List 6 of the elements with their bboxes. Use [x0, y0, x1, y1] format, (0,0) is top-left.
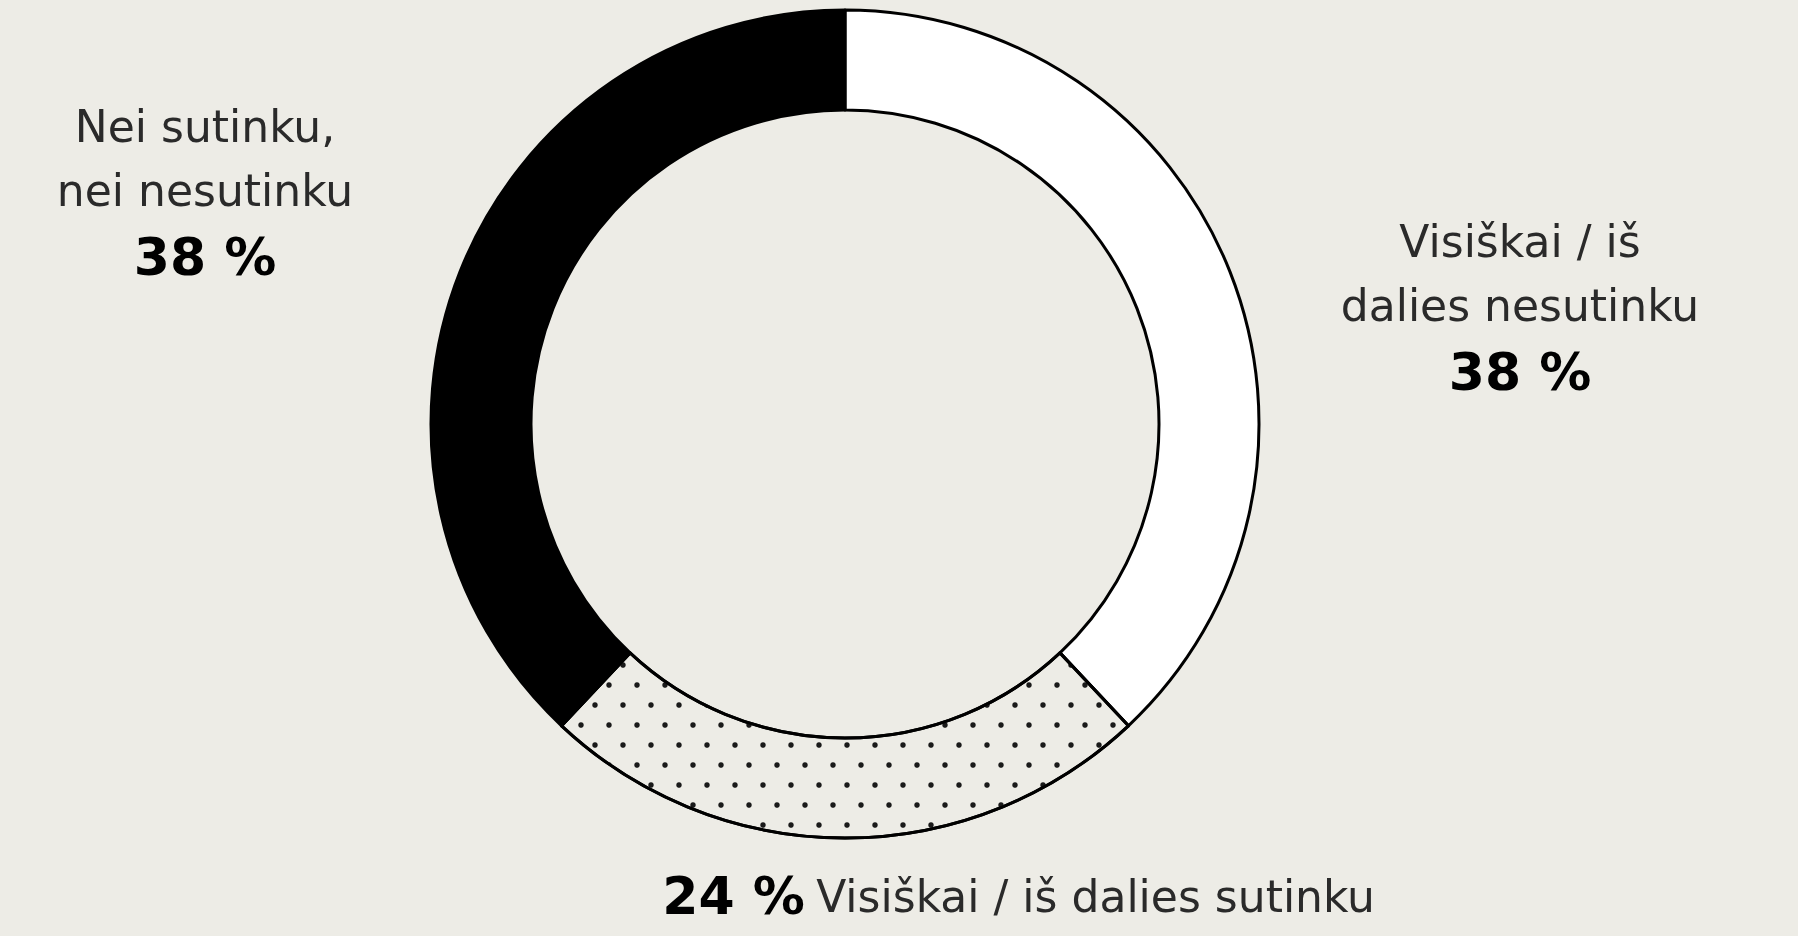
- slice-label: Visiškai / iš dalies sutinku: [816, 870, 1375, 922]
- data-label: 38 %: [133, 227, 277, 287]
- data-label: 38 %: [1448, 342, 1592, 402]
- slice-label: Visiškai / iš dalies nesutinku: [1340, 215, 1700, 331]
- data-label: 24 %: [662, 866, 805, 926]
- slice-label: Nei sutinku, nei nesutinku: [56, 100, 354, 216]
